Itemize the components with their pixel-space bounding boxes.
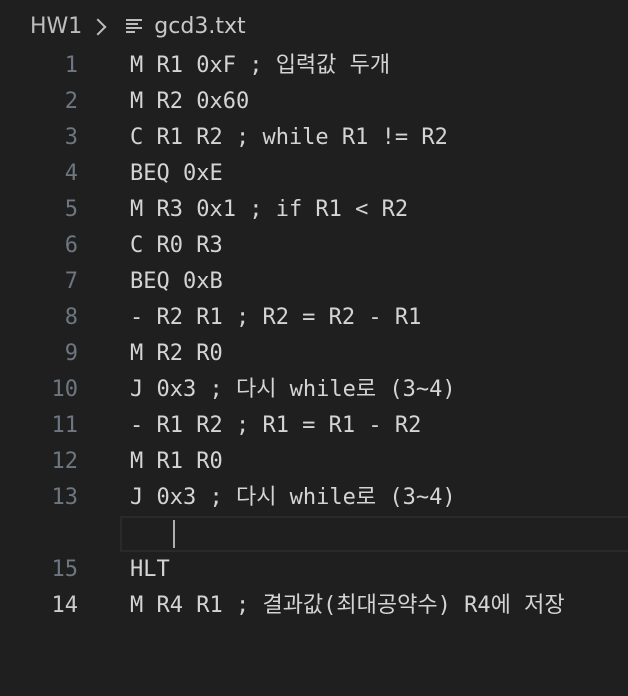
line-number: 14	[51, 593, 79, 618]
code-text[interactable]: J 0x3 ; 다시 while로 (3~4)	[130, 485, 456, 510]
line-number: 9	[64, 341, 78, 366]
breadcrumb-file[interactable]: gcd3.txt	[154, 13, 246, 39]
breadcrumb: HW1 gcd3.txt	[0, 0, 628, 52]
code-line[interactable]: 6 C R0 R3	[0, 228, 628, 264]
code-text[interactable]: J 0x3 ; 다시 while로 (3~4)	[130, 377, 456, 402]
code-text[interactable]: M R1 R0	[130, 449, 223, 474]
current-line-highlight	[120, 516, 628, 552]
line-number: 15	[51, 557, 79, 582]
code-line[interactable]: 13 J 0x3 ; 다시 while로 (3~4)	[0, 480, 628, 516]
line-number: 7	[64, 269, 78, 294]
code-line[interactable]: 3 C R1 R2 ; while R1 != R2	[0, 120, 628, 156]
code-text[interactable]: BEQ 0xE	[130, 161, 223, 186]
code-text[interactable]: M R4 R1 ; 결과값(최대공약수) R4에 저장	[130, 593, 565, 618]
line-number: 12	[51, 449, 79, 474]
line-number: 1	[64, 53, 78, 78]
text-file-icon	[126, 18, 143, 34]
code-text[interactable]: M R1 0xF ; 입력값 두개	[130, 53, 391, 78]
code-editor[interactable]: 1 M R1 0xF ; 입력값 두개 2 M R2 0x60 3 C R1 R2 ;…	[0, 48, 628, 618]
code-text[interactable]: BEQ 0xB	[130, 269, 223, 294]
code-line[interactable]: 10 J 0x3 ; 다시 while로 (3~4)	[0, 372, 628, 408]
code-text[interactable]: HLT	[130, 557, 170, 582]
line-number: 5	[64, 197, 78, 222]
code-line[interactable]: 9 M R2 R0	[0, 336, 628, 372]
line-number: 11	[51, 413, 79, 438]
code-line[interactable]: 4 BEQ 0xE	[0, 156, 628, 192]
line-number: 6	[64, 233, 78, 258]
code-text[interactable]: C R1 R2 ; while R1 != R2	[130, 125, 448, 150]
line-number: 2	[64, 89, 78, 114]
code-line[interactable]: 2 M R2 0x60	[0, 84, 628, 120]
line-number: 3	[64, 125, 78, 150]
code-line[interactable]: 5 M R3 0x1 ; if R1 < R2	[0, 192, 628, 228]
code-text[interactable]: M R2 0x60	[130, 89, 250, 114]
text-cursor	[173, 520, 175, 548]
line-number: 8	[64, 305, 78, 330]
code-line[interactable]: 8 - R2 R1 ; R2 = R2 - R1	[0, 300, 628, 336]
breadcrumb-folder[interactable]: HW1	[30, 13, 83, 39]
chevron-right-icon	[89, 18, 107, 35]
code-line[interactable]: 7 BEQ 0xB	[0, 264, 628, 300]
code-text[interactable]: C R0 R3	[130, 233, 223, 258]
code-line[interactable]: 1 M R1 0xF ; 입력값 두개	[0, 48, 628, 84]
code-line[interactable]: 15 HLT	[0, 552, 628, 588]
line-number: 4	[64, 161, 78, 186]
code-line[interactable]: 11 - R1 R2 ; R1 = R1 - R2	[0, 408, 628, 444]
code-text[interactable]: M R2 R0	[130, 341, 223, 366]
code-text[interactable]: M R3 0x1 ; if R1 < R2	[130, 197, 409, 222]
code-line[interactable]: 12 M R1 R0	[0, 444, 628, 480]
line-number: 10	[51, 377, 79, 402]
code-line-current[interactable]: 14 M R4 R1 ; 결과값(최대공약수) R4에 저장	[0, 516, 628, 618]
line-number: 13	[51, 485, 79, 510]
code-text[interactable]: - R1 R2 ; R1 = R1 - R2	[130, 413, 422, 438]
code-text[interactable]: - R2 R1 ; R2 = R2 - R1	[130, 305, 422, 330]
